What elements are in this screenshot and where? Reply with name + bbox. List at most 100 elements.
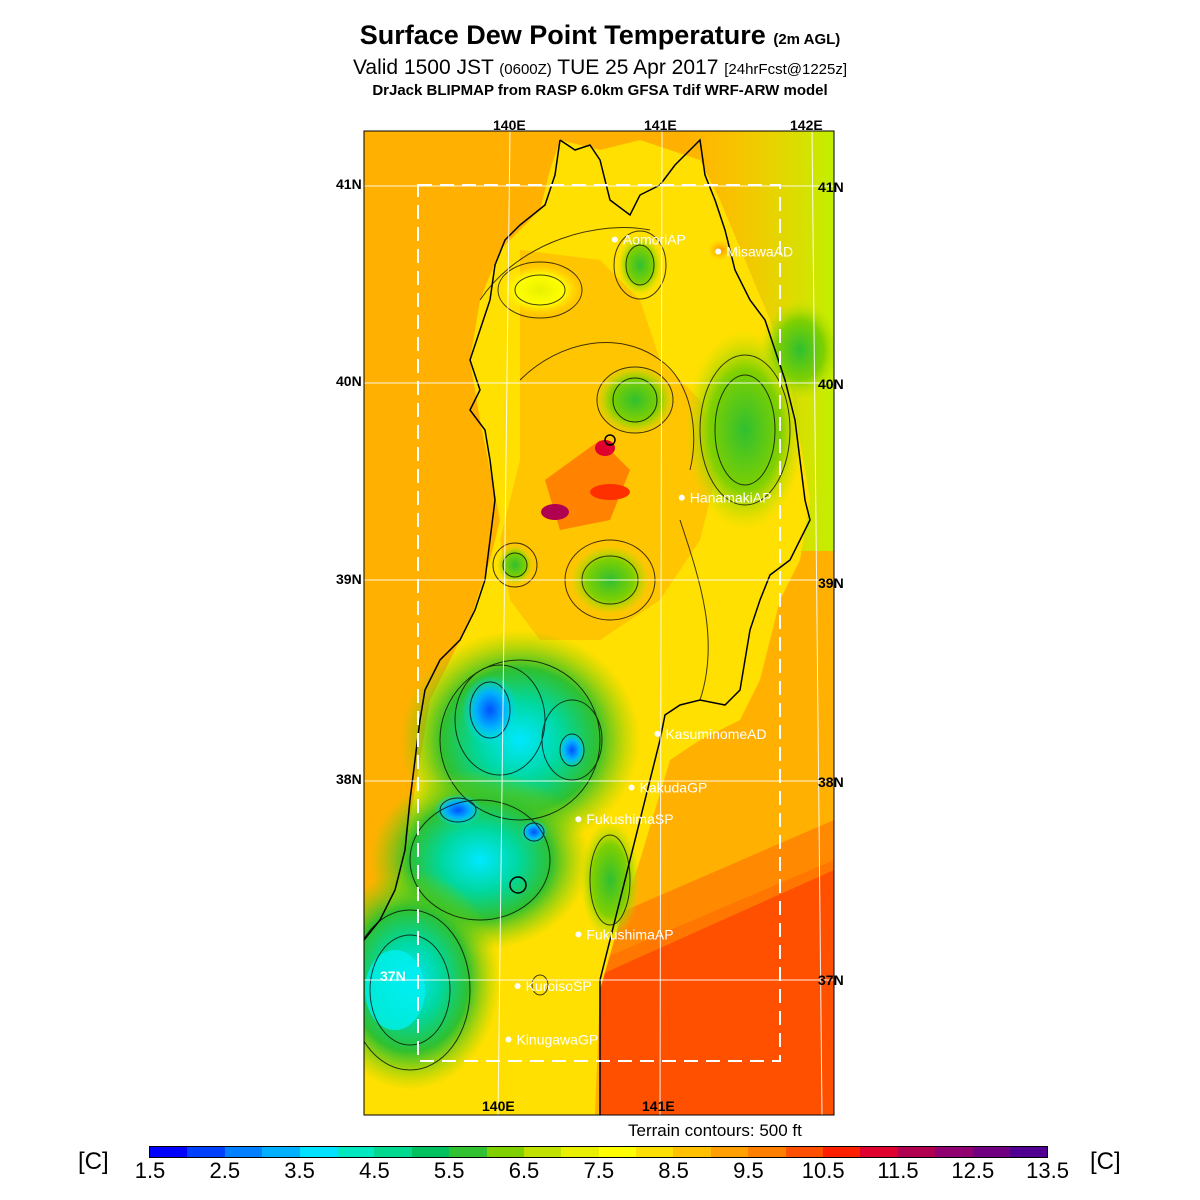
- colorbar-tick-label: 4.5: [359, 1158, 390, 1183]
- station-label-0: AomoriAP: [623, 232, 686, 248]
- station-label-5: FukushimaSP: [586, 811, 673, 827]
- colorbar-swatch-3: [262, 1147, 300, 1157]
- graticule: [364, 131, 834, 1115]
- station-label-8: KinugawaGP: [516, 1032, 598, 1048]
- right-lat-label-0: 41N: [818, 179, 844, 195]
- right-lat-label-1: 40N: [818, 376, 844, 392]
- valid-zulu: (0600Z): [499, 61, 552, 78]
- lake-inawashiro: [509, 876, 527, 894]
- station-dot-5: [575, 816, 582, 823]
- colorbar-swatch-12: [598, 1147, 637, 1157]
- colorbar-swatch-13: [636, 1147, 674, 1157]
- station-label-4: KakudaGP: [640, 779, 708, 795]
- left-lat-label-2: 39N: [336, 571, 362, 587]
- station-dot-0: [611, 236, 618, 243]
- warm-peak-1: [541, 504, 569, 520]
- colorbar-tick-label: 13.5: [1026, 1158, 1069, 1183]
- warm-peak-2: [595, 440, 615, 456]
- title-main: Surface Dew Point Temperature: [359, 20, 766, 50]
- top-lon-label-1: 141E: [644, 117, 677, 133]
- colorbar-tick-label: 8.5: [658, 1158, 689, 1183]
- valid-time: Valid 1500 JST (0600Z) TUE 25 Apr 2017 […: [0, 56, 1200, 80]
- colorbar-tick-label: 5.5: [433, 1158, 465, 1183]
- colorbar-swatch-8: [449, 1147, 487, 1157]
- colorbar-tick-label: 1.5: [134, 1158, 166, 1183]
- colorbar-tick-label: 3.5: [284, 1158, 315, 1183]
- right-lat-label-4: 37N: [818, 972, 844, 988]
- colorbar-swatch-14: [673, 1147, 711, 1157]
- bottom-lon-label-0: 140E: [482, 1098, 515, 1114]
- colorbar-swatch-15: [710, 1147, 749, 1157]
- colorbar-tick-label: 2.5: [209, 1158, 241, 1183]
- station-label-2: HanamakiAP: [690, 490, 772, 506]
- colorbar-swatch-2: [224, 1147, 263, 1157]
- colorbar-swatch-22: [972, 1147, 1010, 1157]
- colorbar-swatch-9: [486, 1147, 524, 1157]
- colorbar-swatch-11: [561, 1147, 599, 1157]
- colorbar-tick-label: 9.5: [733, 1158, 764, 1183]
- colorbar-tick-label: 12.5: [951, 1158, 995, 1183]
- right-lat-label-2: 39N: [818, 575, 844, 591]
- station-label-6: FukushimaAP: [586, 926, 673, 942]
- map-frame: [363, 130, 835, 1116]
- hachimantai-green: [595, 365, 675, 435]
- map-title: Surface Dew Point Temperature (2m AGL): [0, 20, 1200, 51]
- station-dot-7: [514, 982, 521, 989]
- station-label-7: KuroisoSP: [526, 978, 592, 994]
- station-dot-1: [715, 248, 722, 255]
- west-coastline: [364, 139, 561, 941]
- inner-domain-box: [417, 184, 781, 1062]
- left-lat-label-4: 37N: [380, 968, 406, 984]
- lake-tazawa: [604, 434, 616, 446]
- colorbar-swatch-21: [935, 1147, 973, 1157]
- station-markers: AomoriAP MisawaAD HanamakiAP KasuminomeAD Ka…: [505, 232, 793, 1048]
- colorbar: [149, 1146, 1049, 1158]
- station-dot-4: [628, 784, 635, 791]
- valid-date: TUE 25 Apr 2017: [557, 56, 719, 79]
- northeast-green: [760, 300, 834, 400]
- forecast-info: [24hrFcst@1225z]: [724, 61, 848, 78]
- colorbar-swatch-5: [336, 1147, 375, 1157]
- colorbar-tick-label: 6.5: [508, 1158, 540, 1183]
- chokai-green: [497, 545, 533, 585]
- station-dot-6: [575, 931, 582, 938]
- colorbar-swatch-10: [523, 1147, 562, 1157]
- colorbar-swatch-6: [374, 1147, 412, 1157]
- left-lat-label-1: 40N: [336, 373, 362, 389]
- colorbar-tick-label: 11.5: [877, 1158, 919, 1183]
- colorbar-swatch-7: [411, 1147, 450, 1157]
- colorbar-tick-label: 10.5: [801, 1158, 845, 1183]
- station-dot-8: [505, 1036, 512, 1043]
- colorbar-swatch-16: [748, 1147, 786, 1157]
- southeast-transition: [580, 820, 834, 975]
- station-label-3: KasuminomeAD: [665, 726, 766, 742]
- dry-core-1: [462, 675, 518, 745]
- colorbar-swatch-17: [785, 1147, 824, 1157]
- station-dot-2: [678, 494, 685, 501]
- colorbar-swatch-0: [150, 1147, 188, 1157]
- terrain-contour-note: Terrain contours: 500 ft: [628, 1121, 802, 1140]
- colorbar-swatch-4: [299, 1147, 337, 1157]
- abukuma-green: [580, 820, 640, 940]
- hakkoda-green: [618, 235, 662, 295]
- shirakami-yellow: [500, 265, 580, 315]
- colorbar-swatch-23: [1009, 1147, 1048, 1157]
- top-lon-label-2: 142E: [790, 117, 823, 133]
- colorbar-tick-label: 7.5: [583, 1158, 615, 1183]
- colorbar-swatch-19: [860, 1147, 898, 1157]
- station-label-1: MisawaAD: [726, 244, 793, 260]
- colorbar-swatch-18: [823, 1147, 861, 1157]
- colorbar-swatch-1: [187, 1147, 225, 1157]
- colorbar-swatch-20: [897, 1147, 936, 1157]
- southeast-warm-sea: [600, 860, 834, 1115]
- dry-core-2: [558, 732, 586, 768]
- legend-unit-right: [C]: [1090, 1148, 1121, 1175]
- dry-core-5: [365, 950, 425, 1030]
- station-dot-3: [654, 730, 661, 737]
- right-lat-label-3: 38N: [818, 774, 844, 790]
- title-suffix: (2m AGL): [773, 31, 841, 48]
- bottom-lon-label-1: 141E: [642, 1098, 675, 1114]
- model-info: DrJack BLIPMAP from RASP 6.0km GFSA Tdif…: [372, 82, 828, 99]
- left-lat-label-3: 38N: [336, 771, 362, 787]
